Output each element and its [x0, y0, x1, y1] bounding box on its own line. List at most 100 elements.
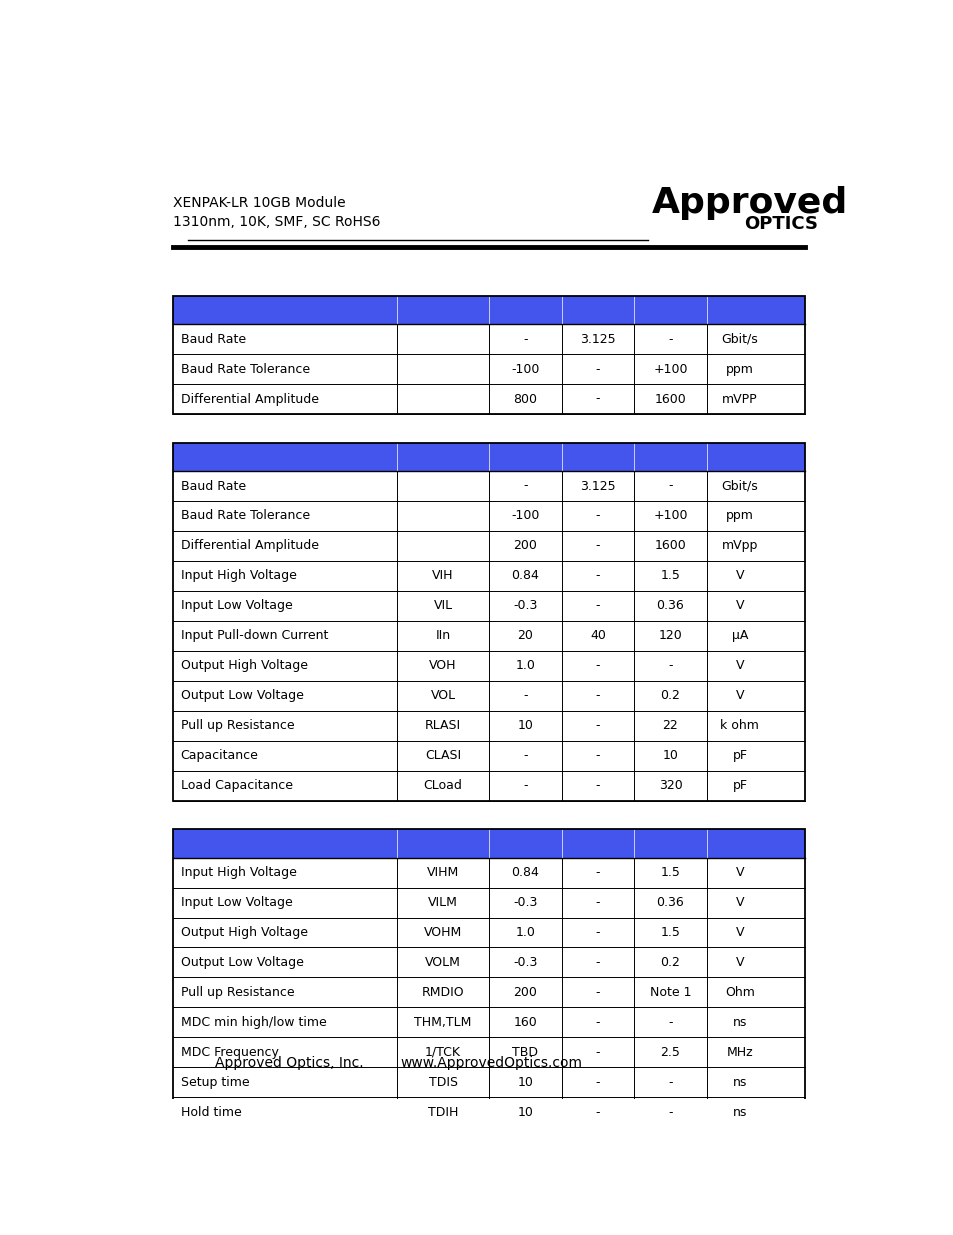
Text: Differential Amplitude: Differential Amplitude: [180, 393, 318, 405]
Text: CLASI: CLASI: [425, 750, 460, 762]
Text: 3.125: 3.125: [579, 479, 615, 493]
Text: -0.3: -0.3: [513, 599, 537, 613]
Text: ppm: ppm: [725, 363, 753, 375]
Text: 1/TCK: 1/TCK: [425, 1046, 460, 1058]
Text: 200: 200: [513, 986, 537, 999]
Text: ppm: ppm: [725, 510, 753, 522]
Text: Input Low Voltage: Input Low Voltage: [180, 897, 292, 909]
Bar: [173, 561, 803, 590]
Text: CLoad: CLoad: [423, 779, 462, 792]
Text: 200: 200: [513, 540, 537, 552]
Bar: [173, 621, 803, 651]
Text: Load Capacitance: Load Capacitance: [180, 779, 293, 792]
Text: k ohm: k ohm: [720, 719, 759, 732]
Bar: [173, 771, 803, 800]
Text: Gbit/s: Gbit/s: [720, 479, 758, 493]
Text: TDIS: TDIS: [428, 1076, 457, 1089]
Text: VILM: VILM: [428, 897, 457, 909]
Text: Output Low Voltage: Output Low Voltage: [180, 689, 303, 703]
Text: Input High Voltage: Input High Voltage: [180, 866, 296, 879]
Text: -: -: [595, 689, 599, 703]
Bar: [173, 354, 803, 384]
Text: 800: 800: [513, 393, 537, 405]
Text: -: -: [595, 866, 599, 879]
Text: OPTICS: OPTICS: [743, 215, 817, 233]
Text: 3.125: 3.125: [579, 332, 615, 346]
Text: 0.2: 0.2: [659, 956, 679, 969]
Text: 0.84: 0.84: [511, 569, 538, 583]
Text: +100: +100: [653, 363, 687, 375]
Text: -: -: [595, 393, 599, 405]
Text: -0.3: -0.3: [513, 956, 537, 969]
Text: TDIH: TDIH: [428, 1105, 457, 1119]
Text: -: -: [595, 779, 599, 792]
Text: -: -: [595, 1046, 599, 1058]
Text: V: V: [735, 689, 743, 703]
Bar: [173, 442, 803, 471]
Bar: [173, 651, 803, 680]
Bar: [173, 888, 803, 918]
Bar: [173, 1067, 803, 1097]
Text: 40: 40: [589, 630, 605, 642]
Text: -: -: [522, 332, 527, 346]
Text: Pull up Resistance: Pull up Resistance: [180, 986, 294, 999]
Text: -: -: [595, 363, 599, 375]
Bar: [173, 295, 803, 414]
Bar: [173, 977, 803, 1008]
Text: 1.0: 1.0: [515, 926, 535, 939]
Text: VIHM: VIHM: [427, 866, 458, 879]
Text: 0.36: 0.36: [656, 599, 683, 613]
Text: THM,TLM: THM,TLM: [414, 1016, 472, 1029]
Text: V: V: [735, 659, 743, 672]
Bar: [173, 384, 803, 414]
Text: Input High Voltage: Input High Voltage: [180, 569, 296, 583]
Text: -: -: [595, 599, 599, 613]
Text: -: -: [667, 332, 672, 346]
Bar: [173, 947, 803, 977]
Text: Output High Voltage: Output High Voltage: [180, 926, 307, 939]
Text: -100: -100: [511, 510, 538, 522]
Bar: [173, 442, 803, 800]
Bar: [173, 857, 803, 888]
Text: 1310nm, 10K, SMF, SC RoHS6: 1310nm, 10K, SMF, SC RoHS6: [173, 215, 380, 230]
Text: -: -: [522, 779, 527, 792]
Text: MDC min high/low time: MDC min high/low time: [180, 1016, 326, 1029]
Text: 0.2: 0.2: [659, 689, 679, 703]
Bar: [173, 501, 803, 531]
Text: -: -: [522, 479, 527, 493]
Text: 0.84: 0.84: [511, 866, 538, 879]
Bar: [173, 531, 803, 561]
Text: VOHM: VOHM: [423, 926, 462, 939]
Text: -: -: [522, 750, 527, 762]
Text: mVPP: mVPP: [721, 393, 757, 405]
Text: Capacitance: Capacitance: [180, 750, 258, 762]
Bar: [173, 1008, 803, 1037]
Text: Approved Optics, Inc.: Approved Optics, Inc.: [215, 1056, 364, 1070]
Text: V: V: [735, 569, 743, 583]
Text: -: -: [595, 1016, 599, 1029]
Text: 20: 20: [517, 630, 533, 642]
Bar: [173, 680, 803, 710]
Text: Hold time: Hold time: [180, 1105, 241, 1119]
Bar: [173, 829, 803, 857]
Text: 10: 10: [517, 1076, 533, 1089]
Text: -: -: [595, 569, 599, 583]
Text: Input Low Voltage: Input Low Voltage: [180, 599, 292, 613]
Text: RMDIO: RMDIO: [421, 986, 464, 999]
Text: VOL: VOL: [430, 689, 456, 703]
Text: V: V: [735, 897, 743, 909]
Text: 160: 160: [513, 1016, 537, 1029]
Text: RLASI: RLASI: [425, 719, 460, 732]
Text: -: -: [667, 479, 672, 493]
Text: -: -: [595, 1076, 599, 1089]
Bar: [173, 1097, 803, 1128]
Text: Differential Amplitude: Differential Amplitude: [180, 540, 318, 552]
Text: 10: 10: [517, 1105, 533, 1119]
Text: Baud Rate: Baud Rate: [180, 332, 246, 346]
Text: μA: μA: [731, 630, 747, 642]
Text: -: -: [667, 1105, 672, 1119]
Text: -: -: [522, 689, 527, 703]
Text: MDC Frequency: MDC Frequency: [180, 1046, 278, 1058]
Bar: [173, 741, 803, 771]
Text: 1.5: 1.5: [659, 926, 679, 939]
